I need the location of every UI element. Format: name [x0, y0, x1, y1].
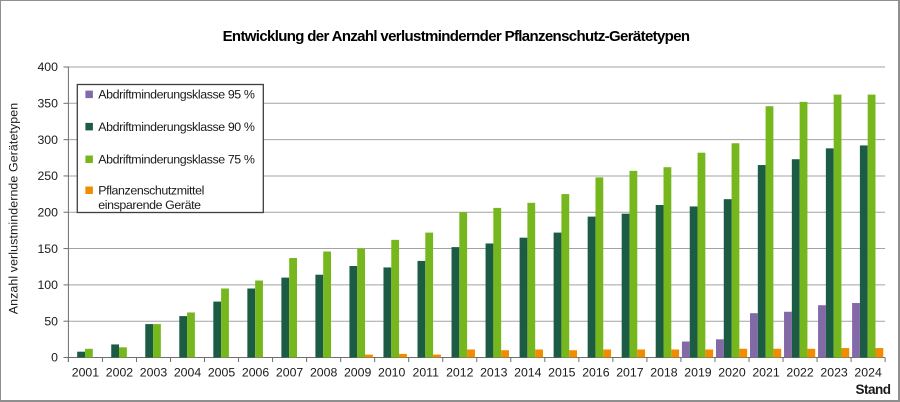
svg-text:2023: 2023	[820, 366, 848, 380]
svg-text:Abdriftminderungsklasse 90 %: Abdriftminderungsklasse 90 %	[98, 120, 255, 134]
svg-text:2001: 2001	[72, 366, 100, 380]
svg-text:300: 300	[37, 133, 58, 147]
svg-text:0: 0	[51, 351, 58, 365]
svg-text:Abdriftminderungsklasse 75 %: Abdriftminderungsklasse 75 %	[98, 152, 255, 166]
svg-text:2002: 2002	[106, 366, 134, 380]
svg-text:Pflanzenschutzmittel: Pflanzenschutzmittel	[98, 183, 204, 197]
svg-text:50: 50	[44, 314, 58, 328]
svg-text:100: 100	[37, 278, 58, 292]
svg-text:2014: 2014	[514, 366, 542, 380]
svg-text:250: 250	[37, 169, 58, 183]
svg-text:Entwicklung der Anzahl verlust: Entwicklung der Anzahl verlustmindernder…	[223, 28, 690, 45]
svg-text:2013: 2013	[480, 366, 508, 380]
svg-text:2005: 2005	[208, 366, 236, 380]
svg-text:2015: 2015	[548, 366, 576, 380]
svg-text:2017: 2017	[616, 366, 644, 380]
svg-text:Anzahl verlustmindernde Geräte: Anzahl verlustmindernde Gerätetypen	[7, 103, 21, 315]
svg-text:2018: 2018	[650, 366, 678, 380]
svg-text:2021: 2021	[752, 366, 780, 380]
svg-text:2020: 2020	[718, 366, 746, 380]
svg-text:2008: 2008	[310, 366, 338, 380]
svg-text:2011: 2011	[412, 366, 439, 380]
svg-text:2004: 2004	[174, 366, 202, 380]
svg-text:2012: 2012	[446, 366, 474, 380]
svg-text:2006: 2006	[242, 366, 270, 380]
svg-text:2010: 2010	[378, 366, 406, 380]
svg-text:2022: 2022	[786, 366, 814, 380]
svg-text:Abdriftminderungsklasse 95 %: Abdriftminderungsklasse 95 %	[98, 88, 255, 102]
svg-text:400: 400	[37, 60, 58, 74]
svg-text:350: 350	[37, 97, 58, 111]
svg-text:2024: 2024	[854, 366, 882, 380]
svg-text:einsparende Geräte: einsparende Geräte	[98, 198, 201, 212]
svg-text:150: 150	[37, 242, 58, 256]
svg-text:2019: 2019	[684, 366, 712, 380]
svg-text:2007: 2007	[276, 366, 304, 380]
svg-text:2016: 2016	[582, 366, 610, 380]
svg-text:2009: 2009	[344, 366, 372, 380]
svg-text:Stand: Stand	[855, 382, 890, 397]
svg-text:2003: 2003	[140, 366, 168, 380]
svg-text:200: 200	[37, 205, 58, 219]
